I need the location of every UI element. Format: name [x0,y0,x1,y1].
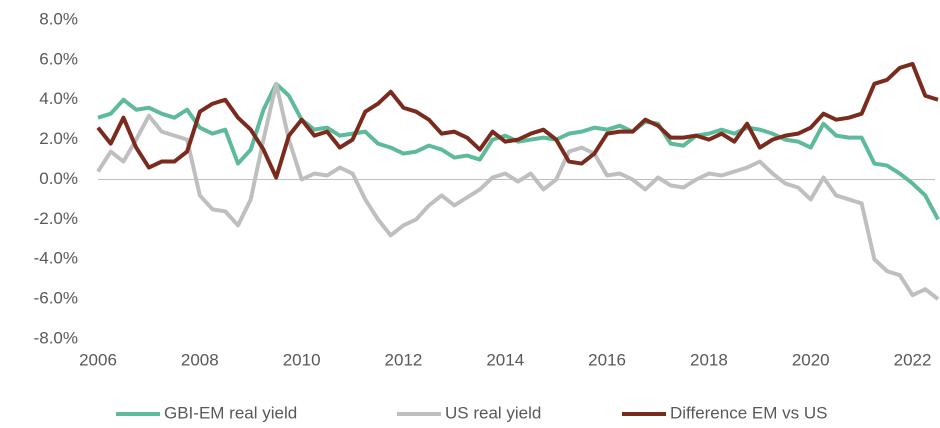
x-tick-label: 2018 [690,350,728,369]
x-tick-label: 2012 [385,350,423,369]
x-tick-label: 2020 [792,350,830,369]
y-tick-label: -2.0% [34,209,78,228]
series-line [96,61,939,180]
legend-label: Difference EM vs US [670,403,827,422]
x-tick-label: 2010 [283,350,321,369]
legend-label: US real yield [445,403,541,422]
series-line [96,81,940,301]
y-tick-label: 2.0% [39,129,78,148]
y-tick-label: 8.0% [39,9,78,28]
y-tick-label: -6.0% [34,289,78,308]
x-tick-label: 2006 [79,350,117,369]
x-tick-label: 2016 [588,350,626,369]
y-tick-label: -4.0% [34,249,78,268]
y-tick-label: 4.0% [39,89,78,108]
y-tick-label: -8.0% [34,328,78,347]
y-tick-label: 0.0% [39,169,78,188]
y-tick-label: 6.0% [39,49,78,68]
x-tick-label: 2014 [486,350,524,369]
legend-label: GBI-EM real yield [164,403,297,422]
x-tick-label: 2008 [181,350,219,369]
x-tick-label: 2022 [894,350,932,369]
